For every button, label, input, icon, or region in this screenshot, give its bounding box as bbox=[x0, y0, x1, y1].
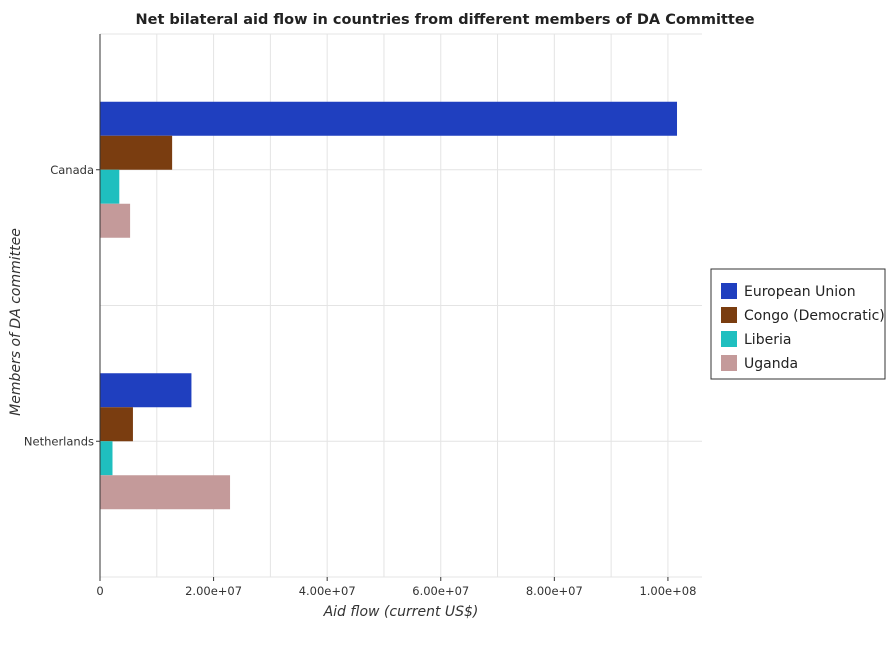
x-tick-label: 2.00e+07 bbox=[185, 584, 242, 598]
legend-label: Liberia bbox=[744, 332, 791, 348]
x-tick-label: 6.00e+07 bbox=[412, 584, 469, 598]
chart-title: Net bilateral aid flow in countries from… bbox=[135, 12, 754, 28]
bar-liberia-canada bbox=[100, 169, 120, 204]
legend-swatch bbox=[721, 307, 737, 323]
x-tick-label: 8.00e+07 bbox=[526, 584, 583, 598]
bar-european-union-canada bbox=[100, 101, 678, 136]
y-axis-title: Members of DA committee bbox=[8, 228, 24, 416]
x-tick-label: 4.00e+07 bbox=[299, 584, 356, 598]
bar-liberia-netherlands bbox=[100, 441, 113, 476]
bar-congo-democratic-netherlands bbox=[100, 407, 133, 442]
bar-european-union-netherlands bbox=[100, 373, 192, 408]
legend-swatch bbox=[721, 355, 737, 371]
bar-uganda-canada bbox=[100, 203, 131, 238]
bar-uganda-netherlands bbox=[100, 475, 231, 510]
axes: Canada Netherlands 0 2.00e+07 4.00e+07 6.00e+… bbox=[24, 34, 696, 598]
legend-swatch bbox=[721, 283, 737, 299]
bar-congo-democratic-canada bbox=[100, 135, 173, 170]
y-tick-label: Canada bbox=[50, 163, 94, 177]
legend: European Union Congo (Democratic) Liberia U… bbox=[710, 268, 886, 380]
x-axis-title: Aid flow (current US$) bbox=[323, 604, 479, 620]
legend-label: Uganda bbox=[744, 356, 798, 372]
legend-frame bbox=[710, 268, 886, 380]
bars bbox=[100, 101, 678, 510]
legend-swatch bbox=[721, 331, 737, 347]
x-tick-label: 0 bbox=[96, 584, 103, 598]
legend-label: European Union bbox=[744, 284, 856, 300]
y-tick-label: Netherlands bbox=[24, 434, 94, 448]
x-tick-label: 1.00e+08 bbox=[639, 584, 696, 598]
legend-label: Congo (Democratic) bbox=[744, 308, 885, 324]
